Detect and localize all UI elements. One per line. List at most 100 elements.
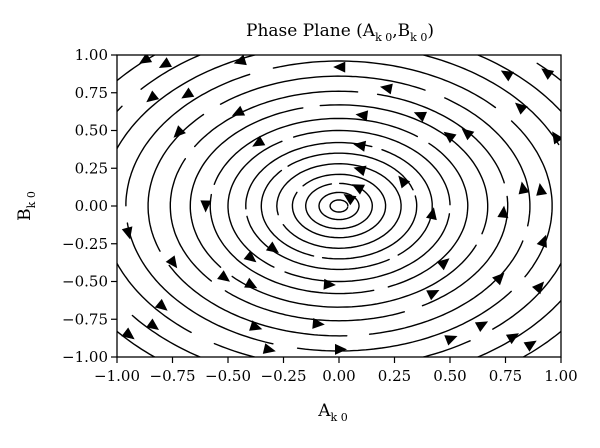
flow-arrow (351, 184, 365, 195)
x-tick-label: −1.00 (94, 367, 140, 385)
flow-arrow (505, 333, 519, 345)
streamline (260, 169, 315, 257)
flow-arrow (165, 255, 178, 269)
streamlines (117, 55, 561, 357)
flow-arrow (436, 258, 450, 271)
flow-arrow (426, 207, 437, 221)
chart-title-main: Phase Plane (A (246, 21, 376, 41)
flow-arrow (262, 343, 276, 354)
streamline (231, 244, 477, 308)
streamline (219, 75, 426, 105)
streamline (272, 60, 497, 109)
streamline (276, 162, 402, 250)
flow-arrow (413, 111, 427, 122)
flow-arrow (200, 200, 212, 213)
streamline (213, 117, 418, 185)
flow-arrow (146, 90, 160, 103)
streamline (291, 173, 387, 239)
flow-arrow (497, 205, 509, 219)
flow-arrow (323, 278, 336, 290)
chart-title-sub1: k 0 (375, 31, 392, 44)
flow-arrow (252, 135, 266, 147)
y-tick-label: 0.00 (75, 197, 108, 215)
flow-arrow (121, 327, 135, 340)
streamline (444, 97, 531, 227)
streamline (140, 55, 202, 90)
streamline (492, 261, 561, 330)
streamline (293, 129, 451, 206)
streamline (125, 73, 251, 207)
streamline (194, 90, 359, 148)
x-tick-label: −0.75 (150, 367, 196, 385)
flow-arrow (158, 57, 172, 68)
y-axis-title: Bk 0 (15, 191, 38, 221)
x-axis-title-sub: k 0 (331, 411, 348, 424)
flow-arrow (312, 318, 325, 329)
x-axis-title-main: A (317, 401, 331, 421)
flow-arrow (139, 55, 153, 64)
streamline (521, 330, 561, 357)
streamline (189, 107, 304, 268)
x-tick-label: 0.25 (378, 367, 411, 385)
flow-arrow (523, 340, 537, 352)
streamline (387, 142, 469, 288)
chart-title-end: ) (427, 21, 434, 41)
streamline (209, 193, 375, 295)
flow-arrow (518, 181, 530, 195)
streamline (510, 120, 553, 278)
flow-arrow (233, 55, 247, 66)
flow-arrow (353, 140, 367, 152)
streamline (227, 140, 283, 268)
flow-arrow (249, 320, 263, 331)
streamline (117, 55, 157, 82)
flow-arrow (333, 61, 346, 73)
chart-title: Phase Plane (Ak 0,Bk 0) (246, 21, 434, 44)
streamline (329, 199, 349, 213)
flow-arrow (461, 128, 475, 141)
streamline (318, 191, 360, 221)
y-tick-label: 0.25 (75, 159, 108, 177)
streamline (368, 240, 524, 335)
streamline (476, 299, 561, 357)
flow-arrow (121, 226, 133, 240)
y-axis: 1.00 0.75 0.50 0.25 0.00 −0.25 −0.50 −0.75 −1.00 (62, 46, 117, 366)
streamline (168, 264, 348, 337)
x-tick-label: 0.00 (322, 367, 355, 385)
x-tick-label: 1.00 (544, 367, 577, 385)
flow-arrow (492, 272, 505, 286)
flow-arrow (536, 234, 547, 248)
streamline (287, 152, 414, 191)
flow-arrow (231, 105, 246, 116)
y-tick-label: 0.75 (75, 84, 108, 102)
streamline (224, 290, 405, 322)
streamline (245, 141, 373, 210)
y-axis-title-sub: k 0 (25, 191, 38, 208)
streamline (117, 55, 258, 150)
flow-arrow (154, 298, 168, 311)
x-tick-label: −0.50 (205, 367, 251, 385)
flow-arrow (173, 125, 186, 138)
x-tick-label: 0.50 (433, 367, 466, 385)
flow-arrow (444, 335, 458, 346)
flow-arrow (343, 194, 357, 206)
x-tick-label: −0.25 (261, 367, 307, 385)
x-tick-label: 0.75 (489, 367, 522, 385)
flow-arrow (146, 318, 159, 330)
flow-arrow (552, 131, 561, 145)
streamline (126, 222, 274, 345)
flow-arrow (474, 321, 489, 332)
flow-arrow (355, 110, 369, 122)
flow-arrow (265, 241, 279, 253)
streamline (376, 93, 505, 184)
flow-arrow (181, 87, 195, 99)
flow-arrow (426, 290, 440, 301)
flow-arrow (532, 281, 545, 295)
flow-arrow (380, 83, 393, 95)
streamline (284, 213, 451, 283)
streamline (131, 314, 202, 357)
streamline (420, 55, 560, 146)
flow-arrow (217, 270, 230, 282)
flow-arrow (244, 277, 258, 289)
flow-arrow (541, 68, 555, 80)
